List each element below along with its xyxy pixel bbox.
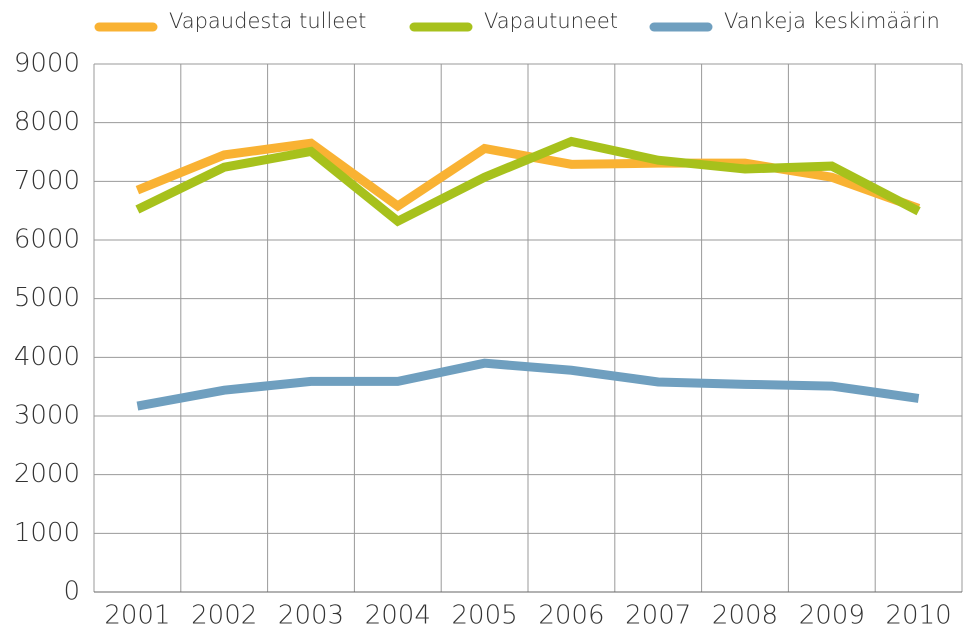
x-tick-label: 2008 xyxy=(712,601,778,631)
y-tick-label: 5000 xyxy=(14,283,80,313)
y-tick-label: 2000 xyxy=(14,459,80,489)
series-line xyxy=(136,358,920,411)
x-tick-label: 2001 xyxy=(104,601,170,631)
y-tick-label: 0 xyxy=(63,577,80,607)
x-tick-label: 2007 xyxy=(625,601,691,631)
x-tick-label: 2009 xyxy=(799,601,865,631)
y-tick-label: 9000 xyxy=(14,49,80,79)
y-tick-label: 8000 xyxy=(14,107,80,137)
y-tick-label: 1000 xyxy=(14,518,80,548)
legend-label: Vapaudesta tulleet xyxy=(169,9,366,33)
x-tick-label: 2002 xyxy=(191,601,257,631)
legend-label: Vankeja keskimäärin xyxy=(724,9,940,33)
series-line xyxy=(135,136,921,227)
y-tick-label: 7000 xyxy=(14,166,80,196)
x-tick-label: 2005 xyxy=(452,601,518,631)
y-tick-label: 4000 xyxy=(14,342,80,372)
x-tick-label: 2010 xyxy=(886,601,952,631)
legend-label: Vapautuneet xyxy=(484,9,618,33)
x-tick-label: 2004 xyxy=(365,601,431,631)
y-tick-label: 3000 xyxy=(14,401,80,431)
y-tick-label: 6000 xyxy=(14,225,80,255)
x-tick-label: 2003 xyxy=(278,601,344,631)
x-tick-label: 2006 xyxy=(538,601,604,631)
